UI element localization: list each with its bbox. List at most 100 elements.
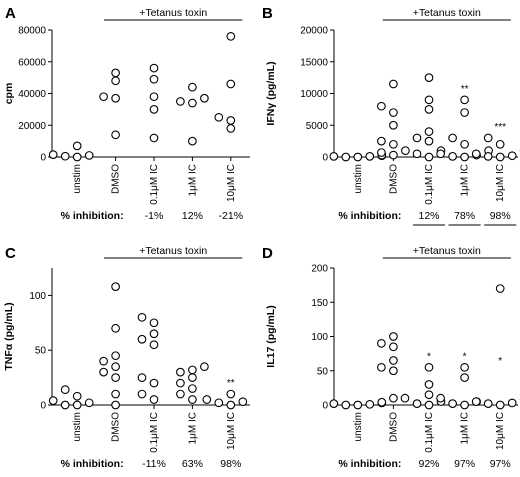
inhibition-value: 98% xyxy=(220,458,241,470)
inhibition-label: % inhibition: xyxy=(338,210,401,222)
data-point xyxy=(460,362,469,372)
data-point xyxy=(424,73,434,82)
panel-letter: C xyxy=(5,245,16,262)
data-point xyxy=(424,136,434,146)
data-point xyxy=(460,95,469,105)
x-tick-label: 10μM IC xyxy=(495,412,506,450)
data-point xyxy=(72,152,82,162)
data-point xyxy=(424,127,434,136)
data-point xyxy=(389,150,398,160)
y-tick-label: 0 xyxy=(322,153,328,164)
data-point xyxy=(226,31,236,41)
data-point xyxy=(483,399,493,408)
data-point xyxy=(111,130,120,140)
significance-marker: * xyxy=(463,351,467,362)
x-tick-label: 1μM IC xyxy=(187,164,198,196)
x-tick-label: 0.1μM IC xyxy=(424,412,435,453)
bracket-label: +Tetanus toxin xyxy=(413,245,481,257)
data-point xyxy=(495,400,505,410)
data-point xyxy=(377,362,386,372)
x-tick-label: DMSO xyxy=(111,164,122,194)
data-point xyxy=(60,151,70,161)
data-point xyxy=(507,398,517,408)
data-point xyxy=(448,152,457,161)
inhibition-label: % inhibition: xyxy=(61,210,124,222)
x-tick-label: 0.1μM IC xyxy=(149,412,160,453)
panel-letter: A xyxy=(5,5,16,22)
inhibition-value: 63% xyxy=(182,458,203,470)
data-point xyxy=(149,329,159,339)
data-point xyxy=(72,391,82,401)
data-point xyxy=(111,93,120,103)
data-point xyxy=(188,395,197,404)
data-point xyxy=(226,79,236,89)
data-point xyxy=(149,340,159,350)
inhibition-value: 92% xyxy=(418,458,439,470)
data-point xyxy=(389,120,398,130)
data-point xyxy=(401,146,410,155)
data-point xyxy=(424,152,434,162)
inhibition-value: -11% xyxy=(142,458,166,470)
x-tick-label: unstim xyxy=(72,412,83,441)
data-point xyxy=(99,92,108,102)
data-point xyxy=(412,399,422,408)
significance-marker: * xyxy=(498,356,502,367)
data-point xyxy=(389,139,398,149)
data-point xyxy=(226,124,236,133)
significance-marker: ** xyxy=(227,378,235,389)
data-point xyxy=(111,362,120,371)
data-point xyxy=(188,373,197,382)
bracket-label: +Tetanus toxin xyxy=(139,245,207,257)
data-point xyxy=(84,398,94,408)
data-point xyxy=(176,378,185,388)
data-point xyxy=(495,284,505,293)
data-point xyxy=(188,98,197,108)
data-point xyxy=(226,116,236,125)
x-tick-label: DMSO xyxy=(388,164,399,194)
y-tick-label: 0 xyxy=(322,401,328,412)
data-point xyxy=(471,149,481,159)
inhibition-value: 12% xyxy=(418,210,439,222)
x-tick-label: 1μM IC xyxy=(460,412,471,444)
data-point xyxy=(377,101,386,111)
data-point xyxy=(460,139,469,149)
data-point xyxy=(329,152,339,161)
inhibition-value: -1% xyxy=(145,210,164,222)
data-point xyxy=(60,385,70,395)
significance-marker: *** xyxy=(494,122,506,133)
data-point xyxy=(448,399,457,408)
data-point xyxy=(137,389,147,399)
data-point xyxy=(111,351,120,361)
data-point xyxy=(202,395,212,404)
y-tick-label: 0 xyxy=(40,401,46,412)
data-point xyxy=(48,396,58,405)
data-point xyxy=(377,397,387,407)
data-point xyxy=(99,367,108,377)
data-point xyxy=(137,373,147,382)
data-point xyxy=(226,400,236,410)
data-point xyxy=(495,139,505,149)
x-tick-label: DMSO xyxy=(111,412,122,442)
x-tick-label: 0.1μM IC xyxy=(424,164,435,205)
data-point xyxy=(471,397,481,406)
y-tick-label: 20000 xyxy=(18,121,46,132)
y-tick-label: 80000 xyxy=(18,26,46,37)
data-point xyxy=(238,397,248,407)
data-point xyxy=(149,318,159,328)
bracket-label: +Tetanus toxin xyxy=(413,7,481,19)
x-tick-label: DMSO xyxy=(388,412,399,442)
inhibition-value: 98% xyxy=(490,210,511,222)
data-point xyxy=(188,384,197,393)
data-point xyxy=(111,373,120,382)
data-point xyxy=(341,400,351,410)
data-point xyxy=(377,339,386,348)
inhibition-value: 97% xyxy=(490,458,511,470)
y-tick-label: 50 xyxy=(317,366,329,377)
data-point xyxy=(365,152,375,161)
y-tick-label: 40000 xyxy=(18,89,46,100)
y-axis-label: cpm xyxy=(3,83,15,105)
data-point xyxy=(424,95,434,105)
data-point xyxy=(99,356,108,366)
data-point xyxy=(149,74,159,84)
data-point xyxy=(188,136,197,146)
